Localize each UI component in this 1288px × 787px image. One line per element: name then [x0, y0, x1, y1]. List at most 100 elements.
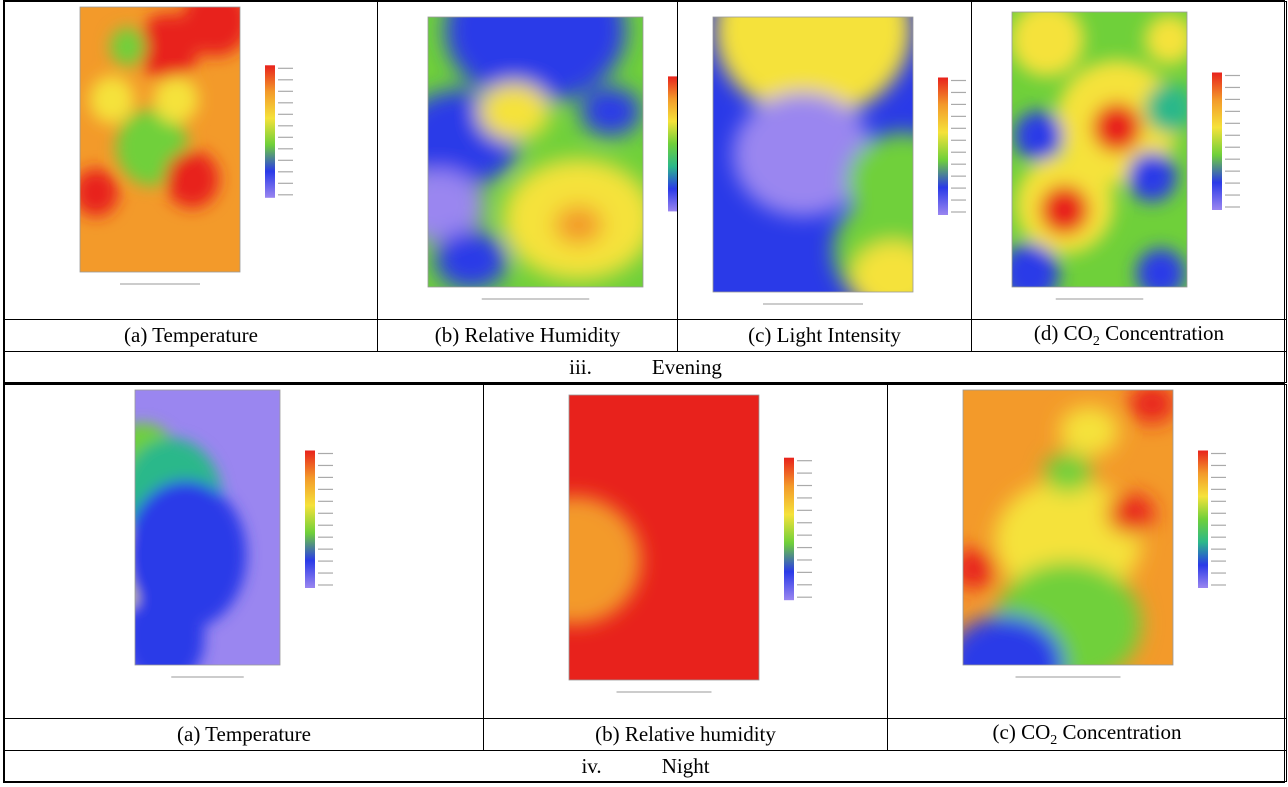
section-name: Night — [661, 753, 710, 778]
contour-area — [1012, 12, 1187, 287]
caption: (b) Relative humidity — [483, 718, 888, 751]
section-name: Evening — [651, 354, 722, 379]
subscript: 2 — [1050, 733, 1058, 749]
plot-cell — [971, 1, 1287, 320]
contour-region — [477, 82, 551, 141]
contour-region — [1107, 493, 1155, 534]
contour-region — [851, 241, 913, 292]
contour-region — [165, 150, 219, 208]
contour-blobs — [715, 17, 913, 292]
caption: (a) Temperature — [4, 718, 484, 751]
contour-region — [1059, 406, 1119, 456]
contour-region — [580, 87, 641, 136]
evening-table: (a) Temperature (b) Relative Humidity (c… — [4, 1, 1287, 383]
plot-cell — [483, 384, 888, 719]
contour-area — [713, 17, 913, 292]
contour-region — [1128, 390, 1173, 424]
plot-frame — [712, 16, 914, 293]
plot-cell — [377, 1, 678, 320]
contour-blobs — [428, 17, 643, 287]
contour-region — [136, 13, 200, 81]
contour-blobs — [569, 496, 642, 625]
plot-frame — [427, 16, 644, 288]
caption: (c) CO2 Concentration — [887, 718, 1287, 751]
plot-cell — [887, 384, 1287, 719]
contour-plot — [1011, 11, 1240, 300]
caption-text: (b) Relative Humidity — [434, 323, 621, 347]
caption-text: (c) Light Intensity — [748, 323, 901, 347]
contour-region — [428, 169, 484, 243]
contour-region — [1127, 152, 1177, 202]
contour-area — [963, 390, 1173, 665]
plot-frame — [962, 389, 1174, 666]
contour-plot — [134, 389, 333, 678]
plot-frame — [568, 394, 760, 681]
contour-region — [715, 17, 911, 118]
contour-region — [733, 92, 873, 217]
contour-region — [1092, 102, 1142, 153]
contour-region — [182, 7, 240, 57]
section-numeral: iii. — [569, 354, 592, 379]
contour-region — [80, 168, 119, 217]
colorbar — [305, 450, 315, 588]
contour-region — [153, 75, 199, 124]
contour-region — [135, 588, 205, 665]
contour-blobs — [963, 390, 1173, 665]
caption-text: (b) Relative humidity — [595, 722, 776, 746]
night-table: (a) Temperature (b) Relative humidity (c… — [4, 384, 1287, 782]
contour-blobs — [135, 423, 247, 665]
contour-plot — [712, 16, 966, 305]
colorbar — [668, 76, 677, 212]
colorbar — [1198, 450, 1208, 588]
caption: (c) Light Intensity — [677, 319, 972, 352]
contour-region — [1145, 83, 1187, 133]
contour-region — [1040, 185, 1089, 235]
contour-area — [135, 390, 280, 665]
contour-region — [554, 205, 603, 245]
contour-region — [1145, 14, 1187, 65]
contour-plot — [427, 16, 677, 300]
contour-plot — [962, 389, 1226, 678]
contour-region — [110, 27, 146, 66]
caption-text: Concentration — [1099, 320, 1225, 345]
caption: (d) CO2 Concentration — [971, 319, 1287, 352]
contour-region — [434, 230, 508, 287]
contour-area — [569, 395, 759, 680]
caption-text: (a) Temperature — [177, 722, 311, 746]
contour-region — [1013, 111, 1063, 161]
contour-region — [89, 75, 135, 124]
caption-text: Concentration — [1057, 719, 1182, 744]
colorbar — [1212, 72, 1222, 210]
plot-frame — [1011, 11, 1188, 288]
contour-region — [1044, 452, 1092, 493]
contour-area — [80, 7, 240, 272]
contour-region — [1012, 12, 1084, 77]
contour-region — [445, 17, 626, 104]
caption: (b) Relative Humidity — [377, 319, 678, 352]
contour-area — [428, 17, 643, 287]
caption-text: (c) CO — [992, 719, 1051, 744]
plot-cell — [4, 1, 378, 320]
colorbar — [938, 77, 948, 215]
caption-text: (a) Temperature — [124, 323, 258, 347]
caption: (a) Temperature — [4, 319, 378, 352]
contour-region — [963, 548, 998, 589]
caption-text: (d) CO — [1033, 320, 1093, 345]
contour-plot — [79, 6, 293, 285]
contour-plot — [568, 394, 812, 693]
plot-frame — [134, 389, 281, 666]
colorbar — [265, 65, 275, 198]
contour-region — [1012, 243, 1059, 287]
section-numeral: iv. — [581, 753, 602, 778]
plot-cell — [677, 1, 972, 320]
contour-region — [569, 496, 642, 625]
subscript: 2 — [1092, 334, 1100, 350]
figure-table: (a) Temperature (b) Relative Humidity (c… — [3, 0, 1287, 783]
contour-blobs — [80, 7, 240, 217]
plot-frame — [79, 6, 241, 273]
section-label: iv. Night — [4, 750, 1287, 782]
contour-blobs — [1012, 12, 1187, 287]
contour-region — [1136, 248, 1186, 287]
contour-region — [963, 615, 1064, 665]
